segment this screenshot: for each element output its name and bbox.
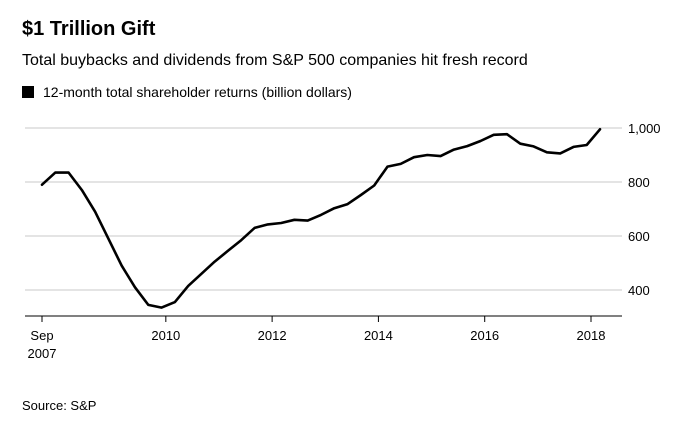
x-tick-label: 2016 xyxy=(470,328,499,343)
x-tick-label: 2012 xyxy=(258,328,287,343)
chart-subtitle: Total buybacks and dividends from S&P 50… xyxy=(22,52,528,69)
x-tick-sublabel: 2007 xyxy=(28,346,57,361)
x-tick-label: 2018 xyxy=(577,328,606,343)
y-tick-label: 800 xyxy=(628,175,650,190)
legend-swatch xyxy=(22,86,34,98)
x-tick-label: Sep xyxy=(30,328,53,343)
y-tick-label: 1,000 xyxy=(628,121,661,136)
chart-title: $1 Trillion Gift xyxy=(22,18,156,40)
x-tick-label: 2010 xyxy=(151,328,180,343)
x-tick-label: 2014 xyxy=(364,328,393,343)
y-tick-label: 400 xyxy=(628,283,650,298)
chart-source: Source: S&P xyxy=(22,398,97,413)
legend-label: 12-month total shareholder returns (bill… xyxy=(43,84,352,100)
y-tick-label: 600 xyxy=(628,229,650,244)
series-line xyxy=(40,128,602,309)
chart-legend: 12-month total shareholder returns (bill… xyxy=(22,84,352,100)
